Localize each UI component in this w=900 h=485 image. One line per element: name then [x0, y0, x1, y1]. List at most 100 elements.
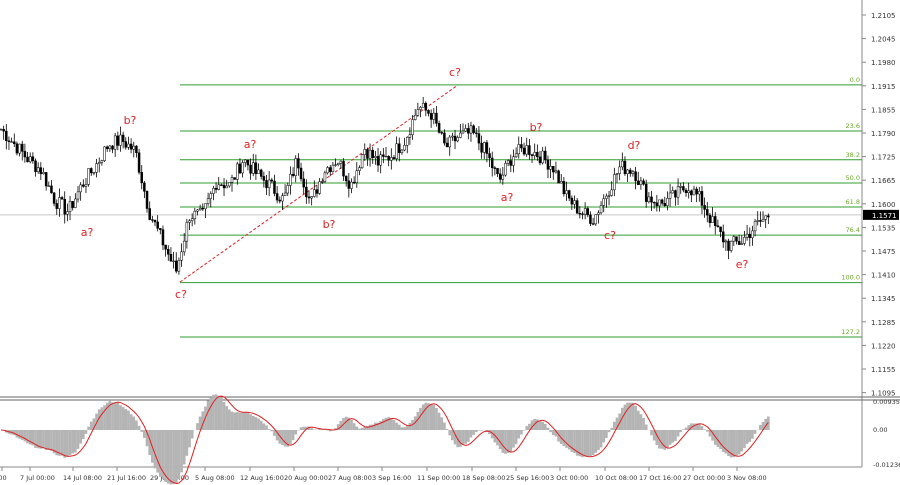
candle-body: [39, 167, 43, 175]
candle-body: [206, 198, 210, 204]
candle-body: [42, 172, 45, 175]
candle-body: [161, 229, 165, 246]
candle-body: [84, 184, 88, 187]
candle-body: [212, 187, 215, 194]
candle-body: [650, 196, 653, 203]
candle-body: [467, 128, 470, 134]
x-tick-label: 10 Oct 08:00: [595, 474, 637, 482]
candle-body: [169, 254, 173, 262]
candle-body: [490, 157, 494, 169]
candle-body: [23, 151, 27, 158]
x-tick-label: 27 Aug 08:00: [328, 474, 372, 482]
candle-body: [392, 157, 396, 160]
candle-body: [629, 169, 632, 174]
candle-body: [435, 112, 438, 124]
candle-body: [421, 102, 425, 108]
candle-body: [177, 260, 181, 272]
candle-body: [363, 149, 367, 155]
candle-body: [148, 208, 151, 220]
candle-body: [493, 167, 497, 169]
candle-body: [461, 130, 465, 134]
candle-body: [286, 185, 290, 194]
candle-body: [76, 191, 80, 200]
candle-body: [259, 169, 263, 177]
candle-body: [137, 152, 141, 173]
candle-body: [193, 210, 197, 219]
candle-body: [368, 149, 372, 159]
candle-body: [748, 233, 752, 239]
candle-body: [140, 172, 143, 184]
candle-body: [315, 189, 319, 194]
candle-body: [708, 214, 712, 223]
candle-body: [182, 240, 186, 253]
x-tick-label: 14 Jul 08:00: [63, 474, 102, 482]
candle-body: [105, 146, 109, 150]
candle-body: [44, 172, 48, 187]
candle-body: [172, 260, 175, 263]
candle-body: [517, 144, 521, 155]
candle-body: [281, 195, 284, 202]
y-tick-label: 1.1095: [871, 390, 896, 398]
candle-body: [196, 209, 199, 212]
candle-body: [472, 125, 475, 134]
candle-body: [737, 240, 741, 245]
candle-body: [270, 179, 274, 182]
candle-body: [26, 156, 29, 163]
fib-level-label: 76.4: [846, 226, 860, 234]
candle-body: [512, 156, 515, 166]
candle-body: [398, 143, 401, 154]
candle-body: [413, 115, 417, 120]
candle-body: [567, 190, 571, 199]
candle-body: [636, 180, 640, 185]
candle-body: [294, 158, 297, 176]
candle-body: [621, 160, 624, 168]
candle-body: [453, 135, 457, 142]
x-tick-label: 20 Aug 00:00: [284, 474, 328, 482]
y-tick-label: 1.1155: [871, 366, 896, 374]
candle-body: [360, 154, 364, 168]
candle-body: [594, 214, 598, 225]
candle-body: [323, 172, 327, 182]
candle-body: [583, 208, 587, 215]
candle-body: [565, 190, 568, 195]
candle-body: [384, 155, 388, 158]
candle-body: [506, 160, 510, 164]
candle-body: [321, 181, 324, 183]
candle-body: [509, 160, 513, 166]
x-tick-label: 25 Sep 16:00: [506, 474, 549, 482]
candle-body: [297, 158, 300, 169]
candle-body: [538, 156, 542, 164]
candle-body: [164, 244, 167, 250]
candle-body: [87, 168, 90, 185]
candle-body: [119, 134, 122, 146]
candle-body: [644, 183, 648, 202]
wave-label: d?: [628, 139, 641, 152]
candle-body: [225, 185, 228, 189]
candle-body: [405, 137, 409, 146]
candle-body: [214, 187, 218, 190]
candle-body: [47, 185, 51, 187]
candle-body: [180, 251, 183, 261]
candle-body: [552, 166, 555, 173]
candle-body: [305, 186, 308, 198]
candle-body: [339, 160, 343, 164]
candle-body: [448, 136, 451, 148]
candle-body: [52, 192, 56, 204]
candle-body: [302, 178, 305, 188]
candle-body: [342, 160, 345, 177]
current-price-label: 1.1571: [872, 212, 897, 220]
y-tick-label: 1.1535: [871, 224, 896, 232]
candle-body: [236, 163, 239, 180]
candle-body: [464, 128, 467, 132]
x-tick-label: 17 Oct 16:00: [639, 474, 681, 482]
candle-body: [440, 132, 444, 134]
candle-body: [424, 102, 428, 111]
candle-body: [60, 197, 64, 200]
candle-body: [307, 196, 311, 199]
candle-body: [382, 154, 385, 157]
candle-body: [390, 157, 393, 161]
candle-body: [514, 153, 518, 158]
candle-body: [525, 145, 528, 155]
candle-body: [679, 186, 682, 188]
